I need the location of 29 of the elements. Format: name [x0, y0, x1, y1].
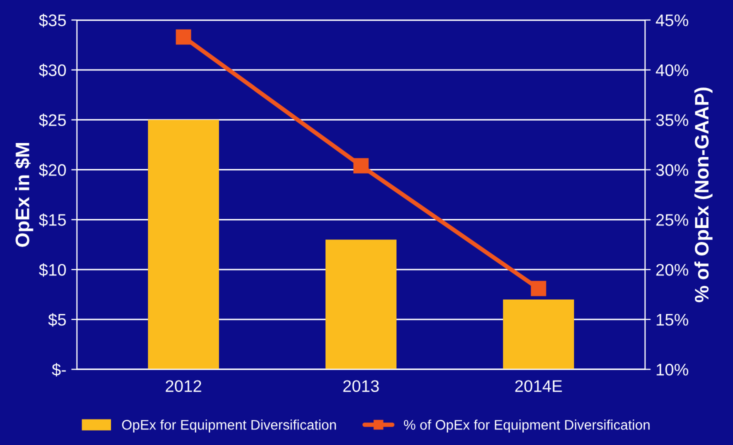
y2-tick-label: 15% [656, 314, 688, 326]
y-tick-label: $10 [38, 263, 66, 277]
y2-tick-label: 20% [656, 264, 688, 276]
y-tick-label: $35 [38, 14, 66, 28]
y2-tick-label: 25% [656, 214, 688, 226]
legend-label: % of OpEx for Equipment Diversification [404, 420, 650, 432]
y-tick-label: $- [52, 363, 66, 377]
bar [503, 299, 574, 370]
bar [148, 120, 219, 370]
y2-tick-label: 30% [656, 164, 688, 176]
y2-tick-label: 35% [656, 114, 688, 126]
y-tick-label: $30 [38, 64, 66, 78]
point [353, 158, 369, 174]
x-tick-label: 2013 [343, 380, 379, 392]
y-tick-label: $5 [48, 313, 66, 327]
y2-tick-label: 45% [656, 14, 688, 26]
legend-label: OpEx for Equipment Diversification [122, 420, 336, 432]
y-tick-label: $25 [38, 114, 66, 128]
y-axis-title: OpEx in $M [14, 143, 34, 247]
y-tick-label: $15 [38, 213, 66, 227]
point [530, 280, 546, 296]
x-tick-label: 2014E [515, 380, 562, 392]
bar [326, 240, 397, 370]
y2-tick-label: 10% [656, 364, 688, 376]
y2-axis-title: % of OpEx (Non-GAAP) [694, 88, 712, 302]
y-tick-label: $20 [38, 163, 66, 177]
y2-tick-label: 40% [656, 64, 688, 76]
point [176, 29, 192, 45]
x-tick-label: 2012 [166, 380, 202, 392]
